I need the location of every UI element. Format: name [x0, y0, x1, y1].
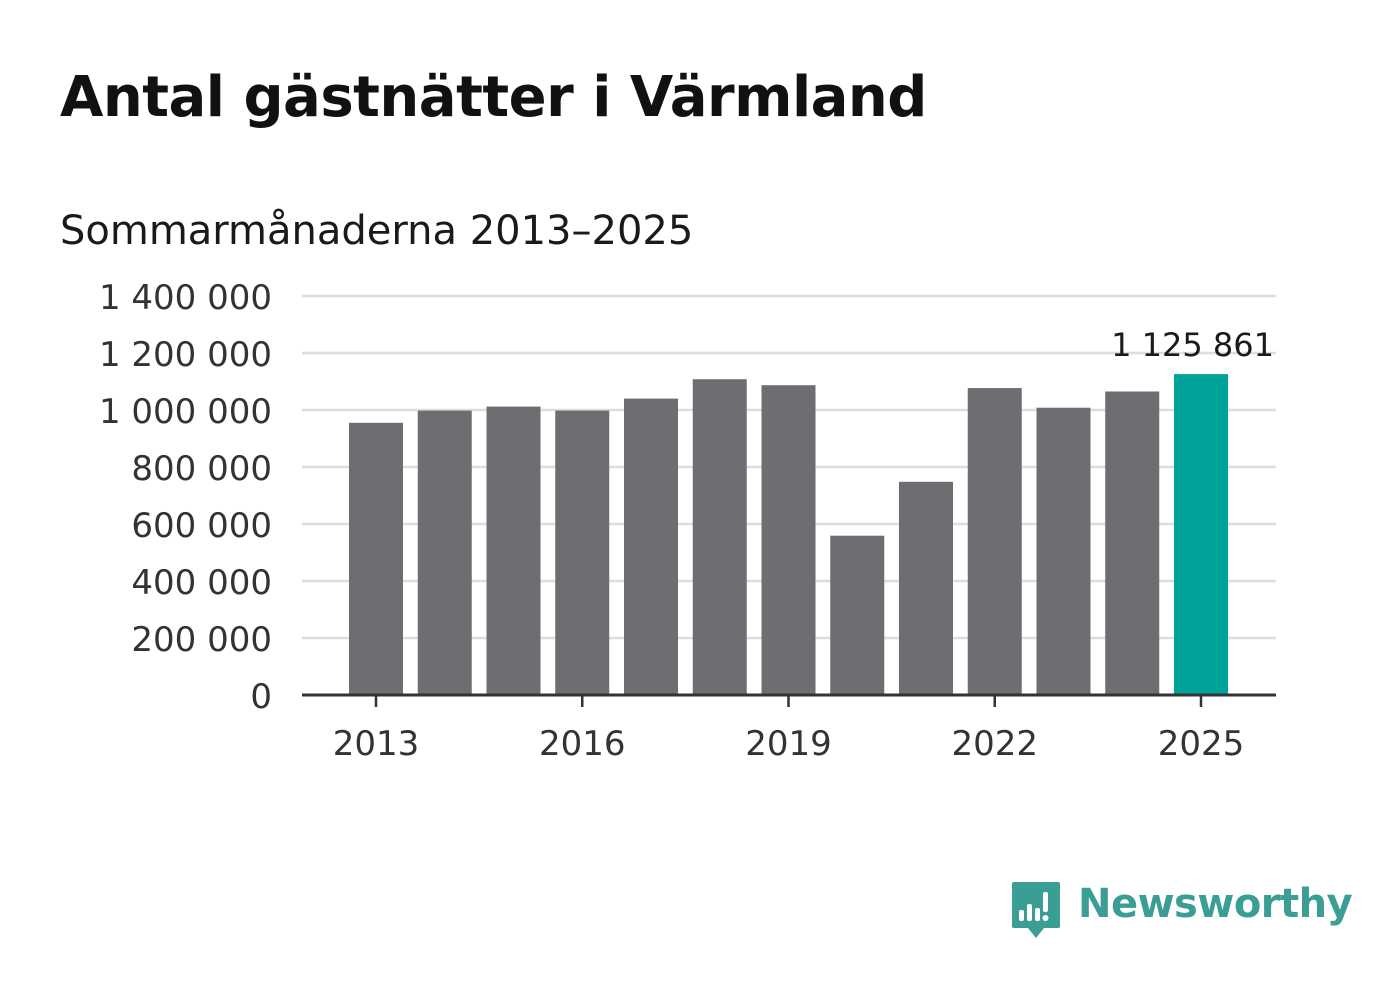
y-tick-label: 400 000	[131, 563, 272, 603]
bars	[349, 374, 1228, 695]
y-tick-label: 1 200 000	[99, 335, 272, 375]
bar	[967, 388, 1022, 695]
x-tick-label: 2025	[1158, 724, 1245, 764]
bar	[486, 406, 541, 695]
chart-subtitle: Sommarmånaderna 2013–2025	[60, 208, 694, 254]
bar	[761, 385, 816, 695]
bar	[1105, 391, 1160, 695]
axes	[302, 693, 1276, 707]
bar	[830, 535, 885, 695]
bar	[624, 398, 678, 695]
y-tick-label: 600 000	[131, 506, 272, 546]
x-tick-label: 2019	[745, 724, 832, 764]
labels: 0 200 000 400 000 600 000 800 000 1 000 000 1 …	[99, 278, 1274, 764]
bar	[1036, 407, 1091, 695]
data-label: 1 125 861	[1111, 326, 1274, 364]
brand-name: Newsworthy	[1078, 881, 1353, 927]
bar	[349, 422, 403, 695]
bar	[899, 481, 953, 695]
newsworthy-brand: Newsworthy	[1010, 878, 1353, 942]
y-tick-label: 1 400 000	[99, 278, 272, 318]
bar-highlight	[1174, 374, 1228, 695]
x-tick-label: 2016	[539, 724, 626, 764]
x-tick-label: 2022	[951, 724, 1038, 764]
newsworthy-logo-icon	[1012, 882, 1060, 938]
y-tick-label: 800 000	[131, 449, 272, 489]
y-tick-label: 1 000 000	[99, 392, 272, 432]
y-tick-label: 200 000	[131, 620, 272, 660]
chart-title: Antal gästnätter i Värmland	[60, 65, 927, 130]
x-tick-label: 2013	[333, 724, 420, 764]
bar	[555, 410, 610, 695]
bar	[417, 410, 472, 695]
y-tick-label: 0	[250, 677, 272, 717]
bar	[692, 379, 747, 695]
